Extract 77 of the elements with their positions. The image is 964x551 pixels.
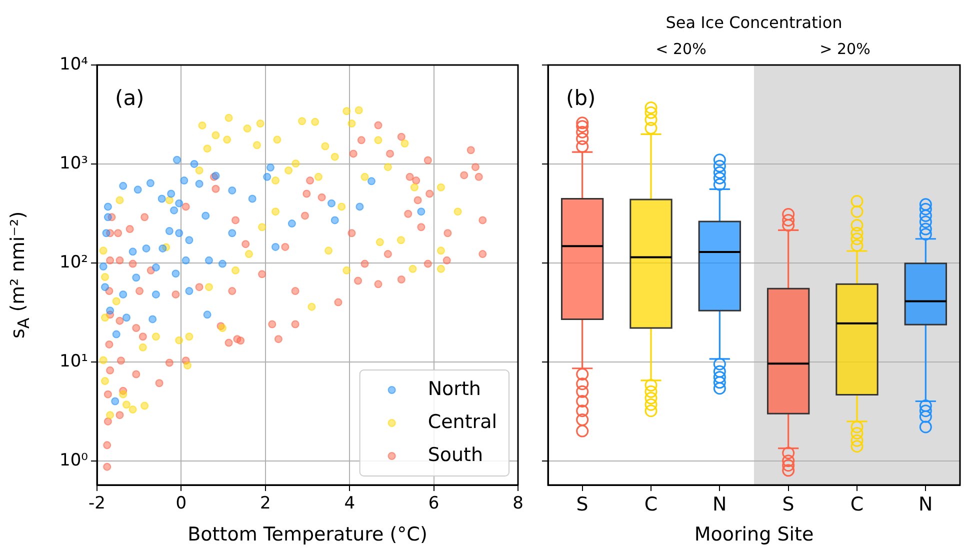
annotation: (a) <box>115 86 144 110</box>
point <box>101 283 109 292</box>
y-tick-label: 10² <box>60 252 88 272</box>
point <box>119 182 128 190</box>
point <box>152 263 160 272</box>
point <box>152 290 160 298</box>
point <box>148 315 157 324</box>
point <box>175 229 184 238</box>
point <box>104 213 112 222</box>
point <box>99 262 108 271</box>
point <box>228 186 236 194</box>
x-tick-label: 4 <box>344 494 356 514</box>
x-tick-label: 0 <box>176 494 187 514</box>
x-tick-label: 2 <box>260 494 271 514</box>
x-axis-title: Mooring Site <box>694 524 814 546</box>
legend-label: South <box>428 444 484 466</box>
point <box>203 310 212 319</box>
y-tick-label: 10³ <box>60 153 88 174</box>
point <box>170 206 178 214</box>
point <box>367 177 376 186</box>
point <box>185 287 194 296</box>
point <box>195 180 204 188</box>
point <box>122 314 130 322</box>
point <box>185 236 194 244</box>
y-tick-label: 10¹ <box>60 351 88 372</box>
x-tick-label: N <box>918 493 933 516</box>
legend-label: Central <box>428 410 498 433</box>
point <box>142 244 150 252</box>
point <box>218 260 226 268</box>
x-tick-label: S <box>576 493 588 516</box>
point <box>175 199 184 208</box>
x-tick-label: -2 <box>88 494 106 514</box>
x-tick-label: C <box>644 493 658 516</box>
point <box>112 330 120 338</box>
x-axis-title: Bottom Temperature (°C) <box>188 524 428 546</box>
point <box>104 202 112 211</box>
legend-label: North <box>428 378 481 400</box>
point <box>182 256 190 264</box>
x-tick-label: 8 <box>512 494 524 514</box>
x-tick-label: N <box>712 493 727 516</box>
point <box>146 179 154 188</box>
point <box>202 212 210 220</box>
point <box>158 244 167 252</box>
point <box>327 199 336 208</box>
point <box>165 227 174 236</box>
x-tick-label: 6 <box>428 494 440 514</box>
point <box>106 306 114 315</box>
x-tick-label: C <box>850 493 864 516</box>
point <box>102 229 110 238</box>
point <box>111 397 120 406</box>
point <box>417 208 426 216</box>
point <box>204 256 213 264</box>
point <box>158 194 166 203</box>
point <box>167 190 176 198</box>
annotation: (b) <box>566 86 596 110</box>
point <box>288 220 296 228</box>
point <box>263 172 272 181</box>
chart-title: Sea Ice Concentration <box>666 13 842 32</box>
point <box>356 202 364 211</box>
point <box>180 176 188 185</box>
point <box>172 156 181 164</box>
point <box>272 242 280 251</box>
y-tick-label: 10⁰ <box>60 450 88 470</box>
point <box>128 248 137 256</box>
point <box>190 160 198 168</box>
point <box>119 290 128 298</box>
point <box>266 164 274 172</box>
text: < 20% <box>656 40 706 58</box>
x-tick-label: S <box>782 493 794 516</box>
y-tick-label: 10⁴ <box>60 54 88 74</box>
point <box>134 186 142 194</box>
point <box>172 270 180 278</box>
text: > 20% <box>820 40 870 58</box>
point <box>228 229 236 238</box>
point <box>330 216 339 224</box>
point <box>132 274 140 282</box>
point <box>248 194 256 203</box>
